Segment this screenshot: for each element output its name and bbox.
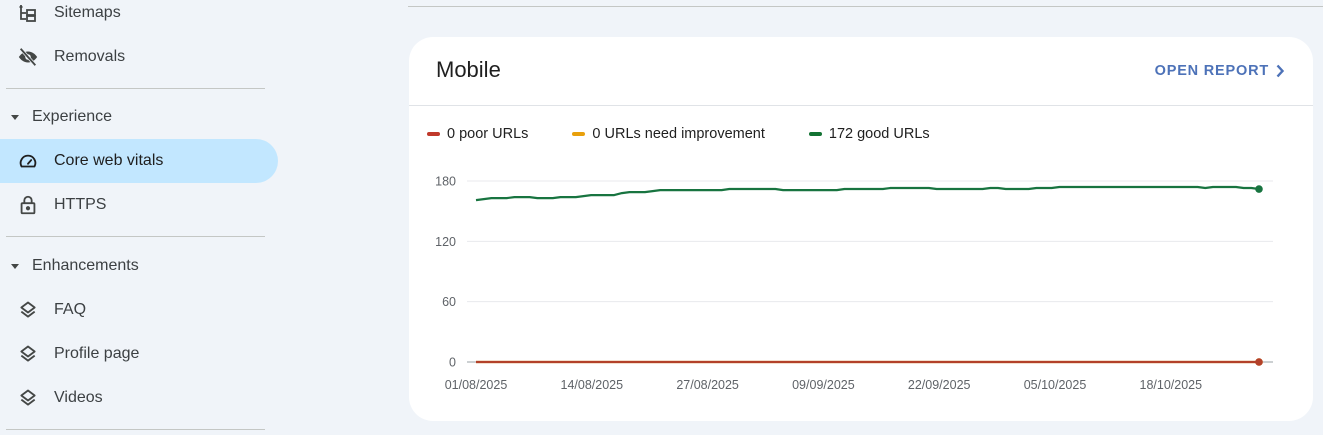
sidebar-item-sitemaps[interactable]: Sitemaps bbox=[0, 0, 278, 35]
speedometer-icon bbox=[17, 150, 39, 172]
mobile-report-card: Mobile OPEN REPORT 0 poor URLs 0 URLs ne… bbox=[409, 37, 1313, 421]
section-title: Enhancements bbox=[32, 257, 139, 274]
sidebar-item-videos[interactable]: Videos bbox=[0, 376, 278, 420]
x-tick-label: 09/09/2025 bbox=[792, 378, 855, 392]
eye-off-icon bbox=[17, 46, 39, 68]
sidebar-divider bbox=[6, 429, 265, 430]
card-divider bbox=[409, 105, 1313, 106]
x-tick-label: 14/08/2025 bbox=[561, 378, 624, 392]
x-tick-label: 22/09/2025 bbox=[908, 378, 971, 392]
card-title: Mobile bbox=[436, 57, 501, 82]
legend-label: 0 poor URLs bbox=[447, 126, 529, 142]
section-toggle-enhancements[interactable]: Enhancements bbox=[0, 251, 278, 281]
legend-swatch-poor bbox=[427, 132, 440, 136]
open-report-button[interactable]: OPEN REPORT bbox=[1155, 63, 1285, 79]
x-tick-label: 27/08/2025 bbox=[676, 378, 739, 392]
sidebar-item-label: Profile page bbox=[54, 345, 140, 362]
legend-swatch-needs-improvement bbox=[572, 132, 586, 136]
sidebar-item-label: Removals bbox=[54, 48, 126, 65]
caret-down-icon bbox=[11, 263, 19, 269]
chart-legend: 0 poor URLs 0 URLs need improvement 172 … bbox=[427, 126, 974, 142]
sitemap-icon bbox=[17, 2, 39, 24]
sidebar-item-label: Core web vitals bbox=[54, 152, 164, 169]
content-top-divider bbox=[408, 6, 1323, 7]
sidebar-item-label: Sitemaps bbox=[54, 4, 121, 21]
legend-swatch-good bbox=[808, 132, 822, 136]
section-toggle-experience[interactable]: Experience bbox=[0, 102, 278, 132]
x-tick-label: 05/10/2025 bbox=[1024, 378, 1087, 392]
poor-urls-endpoint-marker[interactable] bbox=[1255, 358, 1263, 366]
sidebar-item-faq[interactable]: FAQ bbox=[0, 288, 278, 332]
good-urls-line bbox=[475, 185, 1260, 202]
chevron-right-icon bbox=[1276, 64, 1285, 78]
sidebar-divider bbox=[6, 88, 265, 89]
layers-icon bbox=[17, 343, 39, 365]
layers-icon bbox=[17, 299, 39, 321]
caret-down-icon bbox=[11, 114, 19, 120]
legend-item-good[interactable]: 172 good URLs bbox=[808, 126, 930, 142]
y-tick-label: 180 bbox=[435, 175, 456, 189]
legend-item-poor[interactable]: 0 poor URLs bbox=[427, 126, 528, 142]
sidebar-item-core-web-vitals[interactable]: Core web vitals bbox=[0, 139, 278, 183]
layers-icon bbox=[17, 387, 39, 409]
sidebar-item-label: HTTPS bbox=[54, 196, 107, 213]
sidebar-item-label: FAQ bbox=[54, 301, 87, 318]
lock-icon bbox=[17, 194, 39, 216]
good-urls-endpoint-marker[interactable] bbox=[1255, 185, 1263, 193]
sidebar: Sitemaps Removals Experience Core web vi… bbox=[0, 0, 290, 435]
sidebar-item-label: Videos bbox=[54, 389, 103, 406]
legend-label: 0 URLs need improvement bbox=[592, 126, 765, 142]
section-title: Experience bbox=[32, 108, 113, 125]
sidebar-divider bbox=[6, 236, 265, 237]
sidebar-item-removals[interactable]: Removals bbox=[0, 35, 278, 79]
legend-label: 172 good URLs bbox=[828, 126, 930, 142]
legend-item-needs-improvement[interactable]: 0 URLs need improvement bbox=[572, 126, 765, 142]
sidebar-item-profile-page[interactable]: Profile page bbox=[0, 332, 278, 376]
line-chart[interactable]: 0 60 120 180 01/08/2025 14/08/2025 27/08/2025 0… bbox=[409, 37, 1313, 421]
y-tick-label: 0 bbox=[449, 356, 456, 370]
y-tick-label: 120 bbox=[435, 235, 456, 249]
x-tick-label: 01/08/2025 bbox=[445, 378, 508, 392]
y-tick-label: 60 bbox=[442, 295, 456, 309]
open-report-label: OPEN REPORT bbox=[1154, 63, 1269, 79]
x-tick-label: 18/10/2025 bbox=[1140, 378, 1203, 392]
sidebar-item-https[interactable]: HTTPS bbox=[0, 183, 278, 227]
